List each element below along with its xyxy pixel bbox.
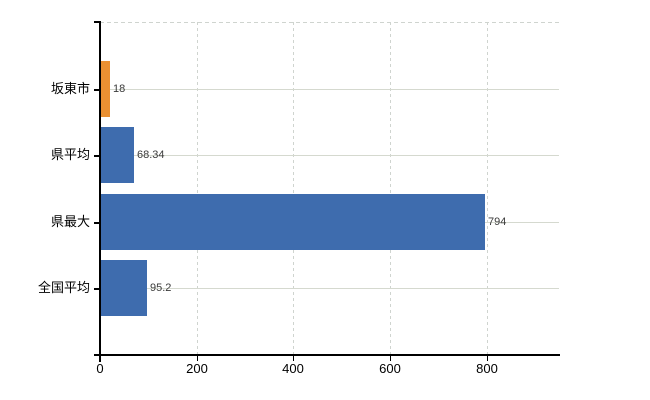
- x-tick-label: 400: [282, 361, 304, 376]
- x-axis-tick: [487, 356, 488, 361]
- bar-value-label: 18: [113, 83, 126, 95]
- category-label: 坂東市: [50, 81, 90, 96]
- gridline-vertical: [390, 22, 391, 354]
- bar-value-label: 794: [488, 216, 507, 228]
- y-axis-tick: [94, 222, 100, 224]
- bar-value-label: 95.2: [150, 282, 172, 294]
- gridline-vertical: [197, 22, 198, 354]
- category-label: 県平均: [50, 147, 90, 162]
- y-axis-tick: [94, 288, 100, 290]
- y-axis-top-tick: [94, 21, 100, 23]
- bar: [101, 260, 147, 316]
- x-axis-tick: [100, 356, 101, 361]
- x-tick-label: 800: [476, 361, 498, 376]
- category-label: 県最大: [50, 214, 90, 229]
- y-axis-line: [99, 21, 101, 362]
- x-tick-label: 0: [96, 361, 104, 376]
- bar: [101, 127, 134, 183]
- gridline-horizontal: [100, 155, 559, 156]
- bar: [101, 194, 485, 250]
- bar: [101, 61, 110, 117]
- category-label: 全国平均: [37, 280, 90, 295]
- x-axis-line: [94, 354, 560, 356]
- y-axis-tick: [94, 155, 100, 157]
- y-axis-tick: [94, 89, 100, 91]
- plot-top-gridline: [100, 22, 559, 23]
- x-axis-tick: [293, 356, 294, 361]
- gridline-horizontal: [100, 89, 559, 90]
- gridline-horizontal: [100, 288, 559, 289]
- gridline-vertical: [293, 22, 294, 354]
- x-axis-tick: [390, 356, 391, 361]
- x-tick-label: 200: [186, 361, 208, 376]
- gridline-vertical: [487, 22, 488, 354]
- bar-value-label: 68.34: [137, 149, 165, 161]
- x-axis-tick: [197, 356, 198, 361]
- x-tick-label: 600: [379, 361, 401, 376]
